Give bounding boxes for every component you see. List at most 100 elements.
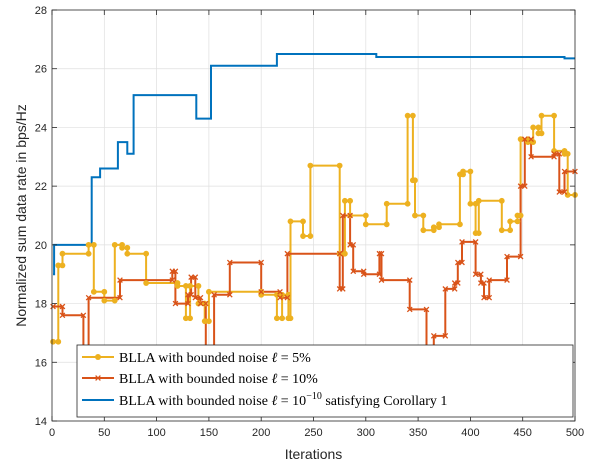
data-point-series-2 bbox=[202, 300, 209, 307]
x-tick-label: 250 bbox=[304, 427, 322, 439]
legend-label-1: BLLA with bounded noise ℓ = 5% bbox=[119, 351, 311, 366]
data-point-series-2 bbox=[486, 294, 493, 301]
data-point-series-2 bbox=[172, 268, 179, 275]
data-point-series-2 bbox=[117, 294, 123, 301]
data-point-series-1 bbox=[336, 162, 343, 169]
data-point-series-2 bbox=[226, 259, 233, 266]
data-point-series-2 bbox=[192, 274, 199, 281]
data-point-series-1 bbox=[507, 227, 514, 234]
legend-entry-1: BLLA with bounded noise ℓ = 5% bbox=[82, 351, 311, 366]
data-point-series-1 bbox=[143, 250, 150, 257]
data-point-series-1 bbox=[498, 227, 505, 234]
data-point-series-1 bbox=[538, 130, 545, 137]
y-tick-label: 16 bbox=[35, 357, 47, 369]
data-point-series-2 bbox=[188, 274, 194, 281]
x-tick-label: 150 bbox=[200, 427, 218, 439]
data-point-series-1 bbox=[85, 250, 92, 257]
data-point-series-2 bbox=[459, 239, 465, 245]
x-tick-label: 200 bbox=[252, 427, 270, 439]
data-point-series-2 bbox=[521, 136, 528, 143]
data-point-series-1 bbox=[412, 212, 418, 219]
data-point-series-2 bbox=[277, 294, 283, 301]
data-point-series-1 bbox=[205, 318, 212, 325]
data-point-series-1 bbox=[124, 244, 131, 251]
legend-marker-2 bbox=[95, 375, 101, 381]
x-tick-label: 50 bbox=[98, 427, 110, 439]
data-point-series-2 bbox=[188, 291, 194, 298]
data-point-series-2 bbox=[454, 280, 461, 286]
data-point-series-2 bbox=[442, 333, 449, 339]
data-point-series-2 bbox=[347, 212, 353, 219]
data-point-series-2 bbox=[517, 253, 524, 260]
data-point-series-1 bbox=[507, 218, 514, 225]
data-point-series-1 bbox=[517, 136, 524, 143]
data-point-series-2 bbox=[277, 288, 283, 295]
data-point-series-1 bbox=[287, 315, 294, 322]
data-point-series-2 bbox=[551, 150, 557, 157]
y-tick-label: 24 bbox=[35, 122, 47, 134]
data-point-series-2 bbox=[59, 303, 66, 310]
data-point-series-2 bbox=[378, 277, 385, 283]
data-point-series-2 bbox=[504, 253, 510, 260]
data-point-series-2 bbox=[258, 288, 265, 295]
data-point-series-1 bbox=[383, 221, 390, 228]
data-point-series-1 bbox=[420, 212, 427, 219]
data-point-series-1 bbox=[530, 124, 537, 131]
data-point-series-1 bbox=[50, 338, 56, 345]
data-point-series-2 bbox=[478, 271, 484, 278]
data-point-series-1 bbox=[347, 197, 354, 204]
x-tick-label: 500 bbox=[566, 427, 584, 439]
data-point-series-1 bbox=[195, 283, 202, 289]
data-point-series-1 bbox=[498, 197, 505, 204]
x-tick-label: 0 bbox=[49, 427, 55, 439]
x-tick-label: 350 bbox=[409, 427, 427, 439]
data-point-series-1 bbox=[300, 218, 306, 225]
data-point-series-1 bbox=[517, 212, 524, 219]
data-point-series-2 bbox=[472, 239, 479, 245]
data-point-series-1 bbox=[409, 112, 416, 119]
data-point-series-2 bbox=[211, 291, 217, 298]
data-point-series-1 bbox=[187, 315, 193, 322]
data-point-series-2 bbox=[350, 241, 357, 248]
data-point-series-1 bbox=[101, 288, 108, 295]
data-point-series-1 bbox=[124, 250, 131, 257]
data-point-series-2 bbox=[556, 150, 563, 157]
data-point-series-2 bbox=[378, 250, 385, 257]
data-point-series-1 bbox=[174, 283, 181, 289]
data-point-series-1 bbox=[341, 250, 348, 257]
data-point-series-1 bbox=[85, 241, 92, 248]
data-point-series-2 bbox=[528, 153, 534, 160]
data-point-series-1 bbox=[383, 200, 390, 207]
data-point-series-2 bbox=[339, 286, 346, 292]
data-point-series-2 bbox=[472, 271, 479, 278]
y-tick-label: 22 bbox=[35, 181, 47, 193]
data-point-series-2 bbox=[169, 277, 176, 283]
y-tick-label: 18 bbox=[35, 299, 47, 311]
data-point-series-2 bbox=[454, 259, 461, 266]
data-point-series-1 bbox=[475, 230, 482, 237]
data-point-series-1 bbox=[279, 315, 286, 322]
data-point-series-2 bbox=[556, 189, 563, 195]
data-point-series-1 bbox=[514, 218, 521, 225]
data-point-series-2 bbox=[459, 259, 465, 266]
data-point-series-2 bbox=[481, 280, 487, 286]
data-point-series-2 bbox=[504, 277, 510, 283]
data-point-series-1 bbox=[362, 212, 369, 219]
data-point-series-1 bbox=[457, 221, 463, 228]
data-point-series-2 bbox=[185, 300, 191, 307]
data-point-series-2 bbox=[376, 271, 383, 278]
data-point-series-2 bbox=[521, 183, 528, 190]
data-point-series-1 bbox=[467, 200, 474, 207]
data-point-series-2 bbox=[451, 286, 458, 292]
data-point-series-1 bbox=[551, 112, 557, 119]
data-point-series-1 bbox=[412, 177, 418, 184]
data-point-series-1 bbox=[119, 244, 125, 251]
data-point-series-1 bbox=[341, 197, 348, 204]
data-point-series-1 bbox=[205, 288, 212, 295]
data-point-series-1 bbox=[187, 283, 193, 289]
data-point-series-2 bbox=[117, 277, 123, 283]
data-point-series-1 bbox=[59, 250, 66, 257]
data-point-series-1 bbox=[404, 200, 411, 207]
